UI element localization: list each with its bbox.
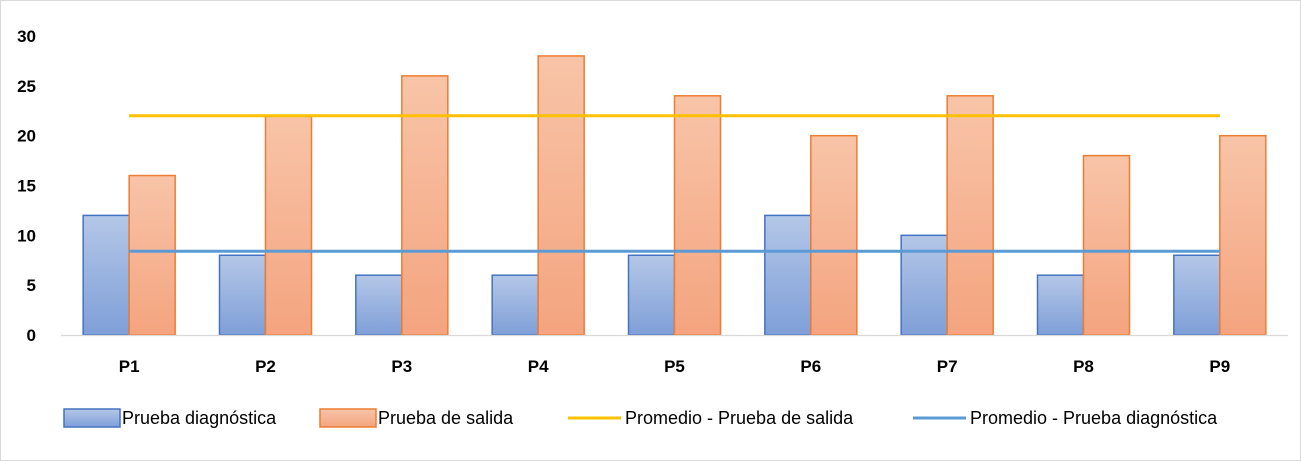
y-axis: 0 5 10 15 20 25 30 (17, 27, 36, 345)
bar-prueba-diagnostica-p5 (627, 254, 676, 336)
x-tick-label-p2: P2 (255, 357, 276, 376)
bar-prueba-de-salida-p3 (401, 75, 449, 336)
y-tick-label: 25 (17, 77, 36, 96)
legend-swatch (63, 408, 121, 428)
y-tick-label: 0 (27, 326, 36, 345)
legend-label: Promedio - Prueba de salida (625, 408, 854, 428)
y-tick-label: 20 (17, 127, 36, 146)
bar-prueba-diagnostica-p2 (218, 254, 267, 336)
x-tick-label-p1: P1 (119, 357, 140, 376)
y-tick-label: 5 (27, 276, 36, 295)
bar-prueba-de-salida-p4 (537, 55, 585, 336)
legend-item-promedio-prueba-diagnostica: Promedio - Prueba diagnóstica (913, 408, 1218, 428)
legend-item-promedio-prueba-de-salida: Promedio - Prueba de salida (568, 408, 854, 428)
bar-prueba-de-salida-p1 (128, 174, 176, 336)
legend-label: Promedio - Prueba diagnóstica (970, 408, 1218, 428)
bar-prueba-diagnostica-p4 (491, 274, 539, 336)
x-axis: P1 P2 P3 P4 P5 P6 P7 P8 P9 (61, 334, 1288, 376)
average-lines-group (129, 114, 1220, 253)
bar-prueba-de-salida-p5 (673, 95, 722, 336)
bars-group (82, 55, 1267, 336)
bar-prueba-diagnostica-p8 (1036, 274, 1085, 336)
legend-swatch (319, 408, 377, 428)
x-tick-label-p5: P5 (664, 357, 685, 376)
x-tick-label-p7: P7 (937, 357, 958, 376)
bar-prueba-de-salida-p8 (1082, 154, 1131, 336)
x-tick-label-p8: P8 (1073, 357, 1094, 376)
x-tick-label-p3: P3 (391, 357, 412, 376)
bar-prueba-diagnostica-p9 (1173, 254, 1221, 336)
x-tick-label-p9: P9 (1209, 357, 1230, 376)
bar-prueba-diagnostica-p3 (355, 274, 403, 336)
legend-label: Prueba diagnóstica (122, 408, 277, 428)
bar-prueba-de-salida-p6 (810, 134, 858, 336)
y-tick-label: 15 (17, 177, 36, 196)
x-tick-label-p6: P6 (800, 357, 821, 376)
bar-prueba-diagnostica-p6 (764, 214, 812, 336)
legend-item-prueba-diagnostica: Prueba diagnóstica (63, 408, 277, 428)
legend-item-prueba-de-salida: Prueba de salida (319, 408, 514, 428)
legend-label: Prueba de salida (378, 408, 514, 428)
bar-prueba-de-salida-p9 (1219, 134, 1267, 336)
bar-prueba-diagnostica-p1 (82, 214, 130, 336)
y-tick-label: 30 (17, 27, 36, 46)
y-tick-label: 10 (17, 226, 36, 245)
legend: Prueba diagnóstica Prueba de salida Promed… (63, 408, 1218, 428)
x-tick-label-p4: P4 (528, 357, 549, 376)
bar-prueba-de-salida-p7 (946, 95, 994, 336)
bar-prueba-de-salida-p2 (264, 114, 313, 336)
